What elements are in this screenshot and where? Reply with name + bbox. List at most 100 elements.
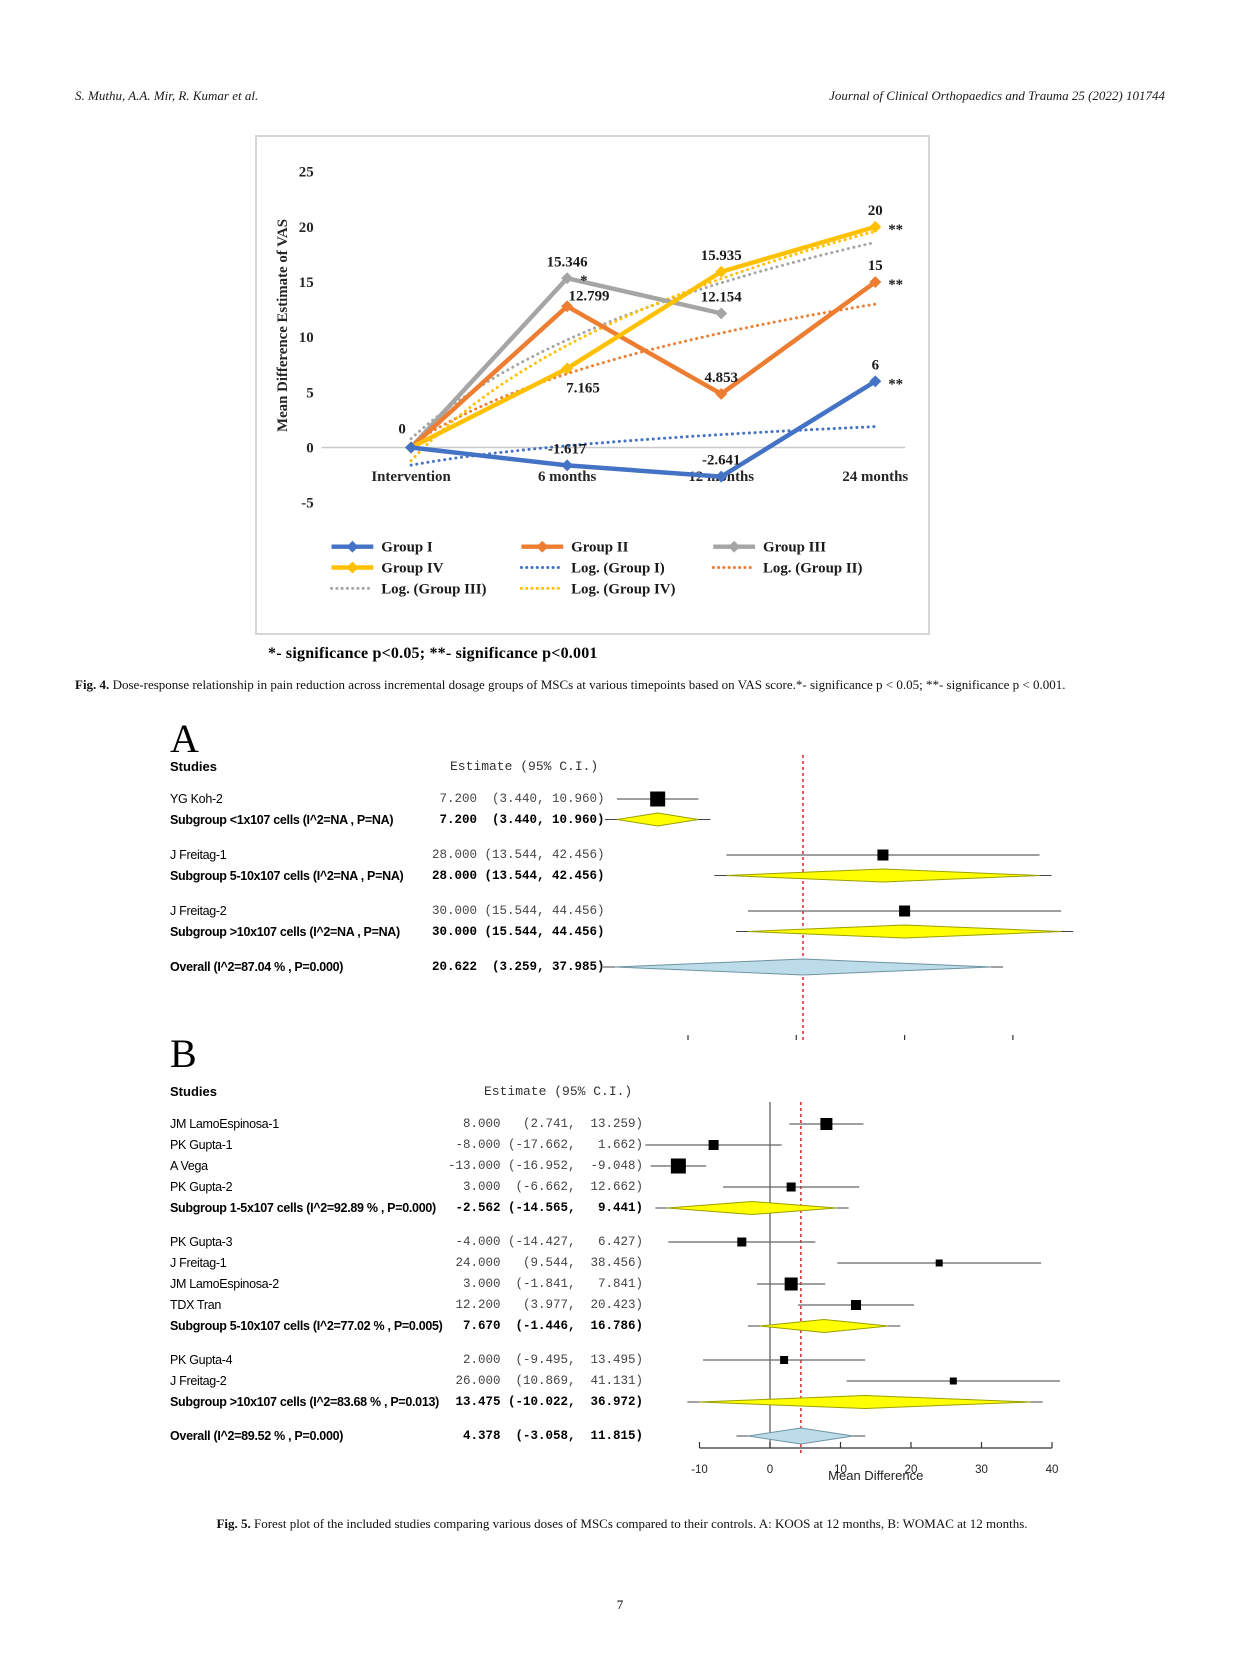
estimate-text: 7.200 (3.440, 10.960) bbox=[432, 812, 605, 827]
subgroup-label: Subgroup <1x107 cells (I^2=NA , P=NA) bbox=[170, 812, 394, 827]
legend-label: Group III bbox=[763, 540, 826, 556]
estimate-text: 3.000 (-6.662, 12.662) bbox=[448, 1180, 644, 1194]
subgroup-diamond bbox=[616, 812, 699, 827]
study-label: TDX Tran bbox=[170, 1298, 222, 1312]
study-label: PK Gupta-4 bbox=[170, 1353, 233, 1367]
significance-note: *- significance p<0.05; **- significance… bbox=[268, 645, 598, 662]
series-log-group-ii- bbox=[409, 302, 877, 446]
subgroup-label: Subgroup 5-10x107 cells (I^2=77.02 % , P… bbox=[170, 1319, 443, 1333]
series-log-group-iv- bbox=[409, 229, 877, 463]
legend-item: Log. (Group I) bbox=[519, 561, 665, 576]
point-label: 15.346 bbox=[547, 254, 588, 270]
legend-marker bbox=[728, 540, 741, 553]
study-marker bbox=[784, 1277, 798, 1291]
legend-item: Group III bbox=[713, 540, 826, 556]
y-tick-label: -5 bbox=[301, 496, 313, 512]
point-label: -1.617 bbox=[548, 441, 587, 457]
point-marker bbox=[561, 300, 574, 313]
y-tick-label: 10 bbox=[299, 330, 314, 346]
estimate-text: 28.000 (13.544, 42.456) bbox=[432, 868, 605, 883]
series-log-group-iii- bbox=[409, 240, 877, 441]
legend-marker bbox=[346, 561, 359, 574]
study-label: J Freitag-1 bbox=[170, 848, 227, 862]
legend-label: Group II bbox=[571, 540, 628, 556]
study-label: J Freitag-2 bbox=[170, 1374, 227, 1388]
col-header-estimate: Estimate (95% C.I.) bbox=[484, 1084, 633, 1099]
forest-panel-b: B Studies Estimate (95% C.I.) -10 0 10 20 30 40 M… bbox=[170, 1034, 1075, 1483]
study-label: JM LamoEspinosa-2 bbox=[170, 1277, 279, 1291]
legend-item: Log. (Group II) bbox=[711, 561, 862, 576]
study-marker bbox=[935, 1259, 943, 1267]
legend-item: Log. (Group III) bbox=[330, 581, 487, 597]
legend-label: Log. (Group III) bbox=[381, 581, 486, 597]
series-group-iv bbox=[408, 224, 878, 450]
study-marker bbox=[877, 849, 889, 861]
study-label: YG Koh-2 bbox=[170, 792, 223, 806]
subgroup-diamond bbox=[759, 1318, 889, 1334]
series-group-ii bbox=[408, 279, 878, 450]
legend-label: Log. (Group IV) bbox=[571, 581, 675, 597]
fig4-chart-frame: 25 20 15 10 5 0 -5 Mean Difference Estimate of … bbox=[255, 135, 930, 635]
estimate-text: 30.000 (15.544, 44.456) bbox=[432, 924, 605, 939]
point-marker bbox=[869, 220, 882, 233]
legend-marker bbox=[346, 540, 359, 553]
estimate-text: 28.000 (13.544, 42.456) bbox=[432, 848, 605, 862]
legend-item: Group I bbox=[331, 540, 433, 556]
x-category-label: Intervention bbox=[371, 469, 451, 485]
panel-letter: A bbox=[170, 716, 199, 761]
significance-marker: ** bbox=[888, 222, 903, 238]
estimate-text: -8.000 (-17.662, 1.662) bbox=[448, 1138, 644, 1152]
point-marker bbox=[561, 272, 574, 285]
y-tick-label: 5 bbox=[306, 385, 313, 401]
point-marker bbox=[715, 307, 728, 320]
study-marker bbox=[949, 1377, 957, 1385]
study-marker bbox=[670, 1158, 686, 1174]
estimate-text: -2.562 (-14.565, 9.441) bbox=[448, 1201, 644, 1215]
study-marker bbox=[899, 905, 911, 917]
axis-tick-label: 40 bbox=[1046, 1464, 1059, 1476]
estimate-text: 30.000 (15.544, 44.456) bbox=[432, 904, 605, 918]
point-label: 15 bbox=[868, 258, 883, 274]
estimate-text: 7.200 (3.440, 10.960) bbox=[432, 792, 605, 806]
fig5-caption: Fig. 5. Forest plot of the included stud… bbox=[75, 1515, 1169, 1532]
axis-tick-label: -10 bbox=[691, 1464, 708, 1476]
y-tick-label: 25 bbox=[299, 165, 314, 181]
study-marker bbox=[708, 1140, 719, 1150]
fig5-caption-label: Fig. 5. bbox=[216, 1516, 251, 1531]
estimate-text: 20.622 (3.259, 37.985) bbox=[432, 960, 605, 974]
forest-plot-b: -10 0 10 20 30 40 Mean Difference bbox=[645, 1102, 1060, 1483]
study-marker bbox=[820, 1118, 833, 1130]
header-journal-ref: Journal of Clinical Orthopaedics and Tra… bbox=[829, 88, 1165, 103]
point-label: 20 bbox=[868, 203, 883, 219]
page-number: 7 bbox=[616, 1597, 624, 1612]
fig4-caption-text: Dose-response relationship in pain reduc… bbox=[109, 677, 1066, 692]
series-log-group-i- bbox=[409, 425, 877, 467]
significance-marker: ** bbox=[888, 376, 903, 392]
y-tick-label: 0 bbox=[306, 440, 313, 456]
series-group-i bbox=[408, 379, 878, 479]
header-authors: S. Muthu, A.A. Mir, R. Kumar et al. bbox=[75, 88, 259, 103]
point-label: 7.165 bbox=[566, 380, 600, 396]
study-label: PK Gupta-1 bbox=[170, 1138, 233, 1152]
overall-diamond bbox=[748, 1427, 854, 1445]
estimate-text: 7.670 (-1.446, 16.786) bbox=[448, 1319, 644, 1333]
overall-label: Overall (I^2=87.04 % , P=0.000) bbox=[170, 960, 344, 974]
study-marker bbox=[851, 1300, 862, 1310]
y-axis-title: Mean Difference Estimate of VAS bbox=[275, 219, 291, 432]
panel-letter: B bbox=[170, 1031, 197, 1076]
significance-marker: * bbox=[580, 273, 587, 289]
study-marker bbox=[650, 791, 666, 807]
axis-tick-label: 20 bbox=[905, 1464, 918, 1476]
subgroup-label: Subgroup 1-5x107 cells (I^2=92.89 % , P=… bbox=[170, 1201, 436, 1215]
legend-marker bbox=[536, 540, 549, 553]
point-marker bbox=[561, 362, 574, 375]
study-marker bbox=[737, 1237, 747, 1247]
subgroup-diamond bbox=[699, 1394, 1031, 1410]
study-label: PK Gupta-3 bbox=[170, 1235, 233, 1249]
fig5-caption-text: Forest plot of the included studies comp… bbox=[250, 1516, 1028, 1531]
page-header: S. Muthu, A.A. Mir, R. Kumar et al. Jour… bbox=[75, 88, 1165, 104]
estimate-text: 4.378 (-3.058, 11.815) bbox=[448, 1429, 644, 1443]
study-label: JM LamoEspinosa-1 bbox=[170, 1117, 279, 1131]
col-header-studies: Studies bbox=[170, 759, 217, 774]
